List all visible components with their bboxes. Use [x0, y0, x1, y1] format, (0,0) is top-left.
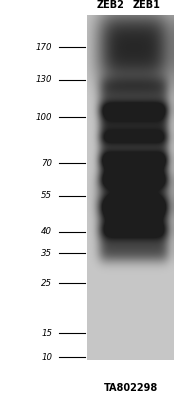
Text: 25: 25: [41, 278, 52, 288]
Text: 40: 40: [41, 228, 52, 236]
Text: 170: 170: [36, 42, 52, 52]
Text: ZEB1: ZEB1: [132, 0, 160, 10]
Text: 35: 35: [41, 248, 52, 258]
Text: 130: 130: [36, 76, 52, 84]
Text: ZEB2: ZEB2: [97, 0, 124, 10]
Text: 70: 70: [41, 158, 52, 168]
Text: 10: 10: [41, 352, 52, 362]
Text: TA802298: TA802298: [103, 383, 158, 393]
Text: 15: 15: [41, 328, 52, 338]
Text: 100: 100: [36, 112, 52, 122]
Text: 55: 55: [41, 192, 52, 200]
